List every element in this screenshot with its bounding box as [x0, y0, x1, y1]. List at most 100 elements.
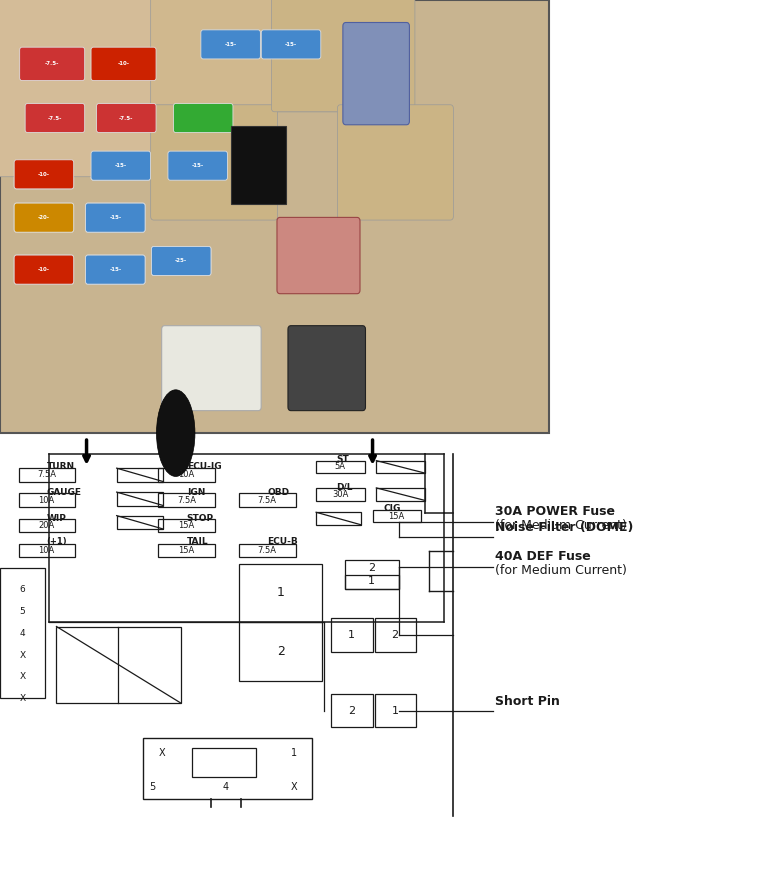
- FancyBboxPatch shape: [261, 30, 321, 59]
- Text: ST: ST: [336, 455, 349, 464]
- Text: -15-: -15-: [109, 267, 121, 272]
- Text: -7.5-: -7.5-: [44, 61, 61, 66]
- Text: -15-: -15-: [192, 163, 204, 168]
- Ellipse shape: [157, 390, 195, 476]
- Text: 1: 1: [392, 705, 399, 716]
- Bar: [192, 748, 256, 777]
- FancyBboxPatch shape: [91, 151, 151, 180]
- Bar: [0, 568, 45, 698]
- FancyBboxPatch shape: [261, 30, 321, 59]
- Text: Short Pin: Short Pin: [495, 695, 560, 708]
- Bar: [316, 460, 365, 473]
- Text: 7.5A: 7.5A: [177, 495, 196, 505]
- Text: -25-: -25-: [174, 258, 188, 263]
- Text: -10-: -10-: [37, 172, 51, 177]
- FancyBboxPatch shape: [201, 30, 260, 59]
- Text: -10-: -10-: [38, 172, 50, 177]
- Text: 10A: 10A: [178, 471, 195, 480]
- FancyBboxPatch shape: [14, 203, 74, 232]
- Text: 1: 1: [290, 747, 296, 758]
- Text: 5: 5: [20, 607, 25, 616]
- Text: 2: 2: [348, 705, 355, 716]
- FancyBboxPatch shape: [20, 47, 84, 80]
- FancyBboxPatch shape: [14, 255, 74, 284]
- Text: -20-: -20-: [38, 215, 50, 220]
- FancyBboxPatch shape: [25, 103, 84, 133]
- FancyBboxPatch shape: [14, 203, 74, 232]
- Bar: [230, 126, 286, 204]
- Bar: [18, 468, 75, 481]
- Text: -20-: -20-: [37, 215, 51, 220]
- Text: 15A: 15A: [389, 512, 405, 521]
- Bar: [117, 492, 164, 506]
- Text: -15-: -15-: [223, 42, 237, 47]
- Text: Noise Filter (DOME): Noise Filter (DOME): [495, 521, 634, 534]
- FancyBboxPatch shape: [91, 47, 156, 80]
- Bar: [240, 543, 296, 557]
- Text: 2: 2: [392, 630, 399, 640]
- Text: 7.5A: 7.5A: [258, 495, 276, 505]
- Text: D/L: D/L: [336, 482, 353, 492]
- Text: -7.5-: -7.5-: [118, 116, 134, 121]
- Text: 5: 5: [150, 782, 156, 792]
- FancyBboxPatch shape: [97, 103, 156, 133]
- Bar: [158, 493, 214, 507]
- FancyBboxPatch shape: [174, 103, 233, 133]
- Text: 10A: 10A: [38, 495, 55, 505]
- Text: -7.5-: -7.5-: [47, 116, 63, 121]
- Bar: [18, 543, 75, 557]
- Bar: [117, 515, 164, 529]
- Text: 4: 4: [223, 782, 229, 792]
- Text: STOP: STOP: [187, 514, 214, 522]
- Text: -10-: -10-: [117, 61, 131, 66]
- Bar: [316, 512, 361, 525]
- FancyBboxPatch shape: [168, 151, 227, 180]
- Bar: [375, 694, 416, 727]
- FancyBboxPatch shape: [151, 247, 211, 276]
- Text: -15-: -15-: [284, 42, 298, 47]
- Text: 1: 1: [276, 585, 285, 598]
- Text: IGN: IGN: [187, 487, 205, 497]
- Bar: [240, 564, 322, 681]
- Text: -7.5-: -7.5-: [48, 116, 62, 121]
- FancyBboxPatch shape: [174, 103, 233, 133]
- Text: 20A: 20A: [38, 521, 55, 529]
- Bar: [0, 0, 549, 433]
- FancyBboxPatch shape: [14, 160, 74, 189]
- Bar: [18, 493, 75, 507]
- FancyBboxPatch shape: [161, 326, 261, 410]
- Text: WIP: WIP: [47, 514, 67, 522]
- FancyBboxPatch shape: [337, 105, 453, 220]
- Bar: [345, 560, 399, 589]
- Bar: [376, 488, 425, 500]
- Text: 15A: 15A: [178, 521, 195, 529]
- Text: 30A POWER Fuse: 30A POWER Fuse: [495, 505, 615, 518]
- Text: -15-: -15-: [114, 163, 127, 168]
- Text: 2: 2: [368, 563, 376, 573]
- FancyBboxPatch shape: [0, 0, 157, 177]
- Text: (for Medium Current): (for Medium Current): [495, 519, 627, 532]
- Text: -7.5-: -7.5-: [45, 61, 59, 66]
- Text: -15-: -15-: [108, 267, 122, 272]
- Text: -15-: -15-: [285, 42, 297, 47]
- Bar: [375, 618, 416, 652]
- Bar: [331, 618, 372, 652]
- Bar: [240, 493, 296, 507]
- Text: -15-: -15-: [114, 163, 127, 168]
- Text: 7.5A: 7.5A: [37, 471, 56, 480]
- Text: 1: 1: [369, 576, 376, 586]
- Text: -10-: -10-: [118, 61, 130, 66]
- FancyBboxPatch shape: [277, 217, 360, 294]
- FancyBboxPatch shape: [25, 103, 84, 133]
- Text: TAIL: TAIL: [187, 537, 208, 546]
- Bar: [372, 510, 422, 522]
- Bar: [117, 468, 164, 481]
- Text: (for Medium Current): (for Medium Current): [495, 564, 627, 578]
- Text: X: X: [158, 747, 165, 758]
- Text: 30A: 30A: [332, 490, 349, 499]
- FancyBboxPatch shape: [14, 255, 74, 284]
- Text: -10-: -10-: [38, 267, 50, 272]
- Bar: [56, 626, 180, 703]
- FancyBboxPatch shape: [288, 326, 366, 410]
- Text: -15-: -15-: [109, 215, 121, 220]
